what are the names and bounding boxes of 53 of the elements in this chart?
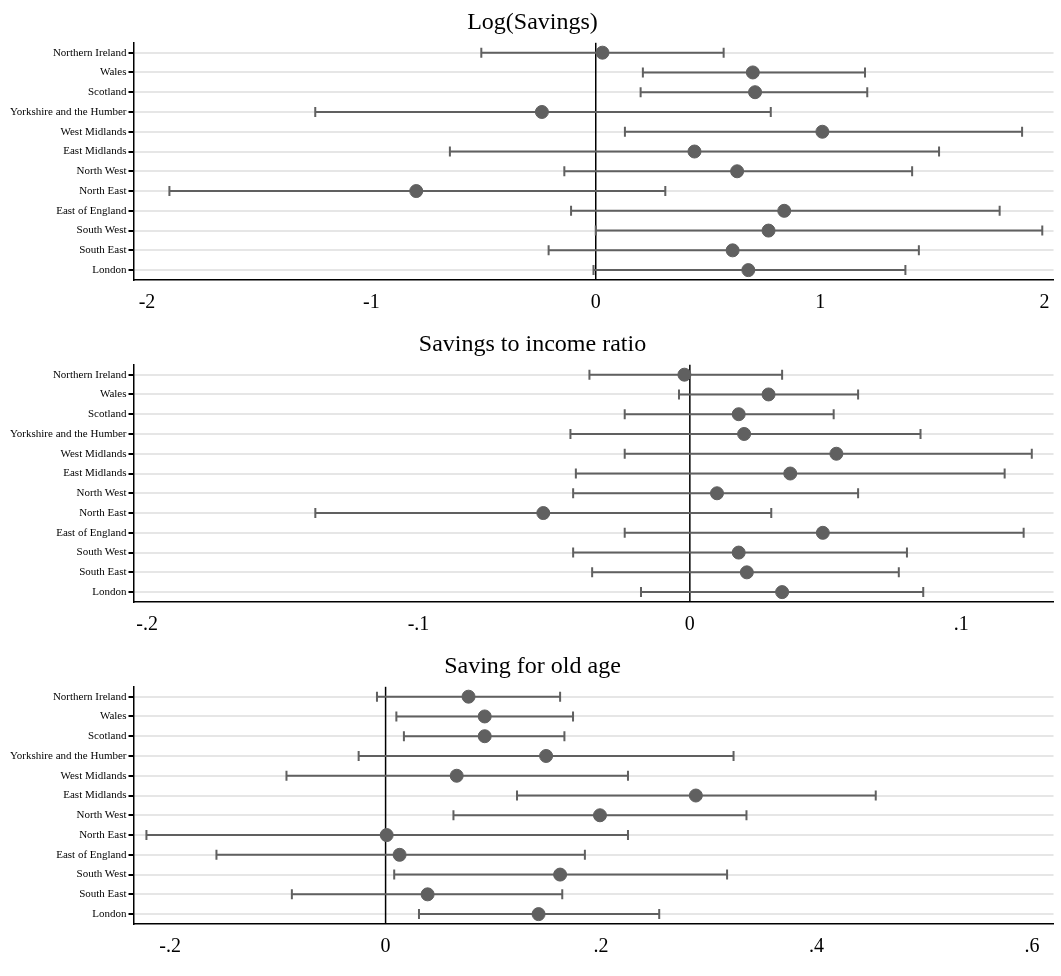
x-tick-label: -.2: [136, 612, 158, 635]
x-tick-label: -.2: [159, 934, 181, 957]
y-tick-label: Scotland: [88, 407, 127, 420]
chart-title: Savings to income ratio: [418, 329, 647, 356]
y-tick-label: Yorkshire and the Humber: [9, 748, 127, 761]
y-tick-label: North East: [79, 505, 127, 518]
y-tick-label: Scotland: [88, 85, 127, 98]
x-tick-label: .1: [953, 612, 969, 635]
chart-title: Saving for old age: [444, 651, 621, 678]
y-tick-label: West Midlands: [60, 768, 127, 781]
x-tick-label: -1: [363, 290, 380, 313]
x-tick-label: -2: [138, 290, 156, 313]
y-tick-label: North East: [79, 183, 127, 196]
y-tick-label: London: [92, 907, 127, 920]
y-tick-label: Scotland: [88, 729, 127, 742]
y-tick-label: West Midlands: [60, 124, 127, 137]
x-tick-label: 0: [380, 934, 391, 957]
y-tick-label: South East: [79, 243, 127, 256]
y-tick-label: East Midlands: [63, 788, 127, 801]
y-tick-label: East of England: [56, 203, 127, 216]
y-tick-label: East of England: [56, 525, 127, 538]
y-tick-label: East Midlands: [63, 466, 127, 479]
y-tick-label: South East: [79, 887, 127, 900]
x-tick-label: .4: [809, 934, 824, 957]
y-tick-label: North West: [76, 486, 127, 499]
y-tick-label: South West: [76, 545, 127, 558]
y-tick-label: West Midlands: [60, 446, 127, 459]
y-tick-label: North East: [79, 827, 127, 840]
y-tick-label: Wales: [99, 709, 127, 722]
y-tick-label: Northern Ireland: [52, 689, 127, 702]
y-tick-label: Wales: [99, 65, 127, 78]
y-tick-label: London: [92, 263, 127, 276]
y-tick-label: South West: [76, 867, 127, 880]
x-tick-label: 0: [590, 290, 601, 313]
y-tick-label: North West: [76, 164, 127, 177]
x-tick-label: -.1: [407, 612, 430, 635]
x-tick-label: 0: [684, 612, 695, 635]
y-tick-label: London: [92, 585, 127, 598]
y-tick-label: South West: [76, 223, 127, 236]
y-tick-label: North West: [76, 808, 127, 821]
y-tick-label: East of England: [56, 847, 127, 860]
y-tick-label: Yorkshire and the Humber: [9, 426, 127, 439]
x-tick-label: 1: [815, 290, 826, 313]
y-tick-label: Wales: [99, 387, 127, 400]
chart-title: Log(Savings): [467, 7, 598, 34]
x-tick-label: 2: [1039, 290, 1050, 313]
x-tick-label: .2: [593, 934, 609, 957]
y-tick-label: South East: [79, 565, 127, 578]
y-tick-label: East Midlands: [63, 144, 127, 157]
y-tick-label: Northern Ireland: [52, 367, 127, 380]
y-tick-label: Yorkshire and the Humber: [9, 104, 127, 117]
y-tick-label: Northern Ireland: [52, 45, 127, 58]
x-tick-label: .6: [1024, 934, 1040, 957]
